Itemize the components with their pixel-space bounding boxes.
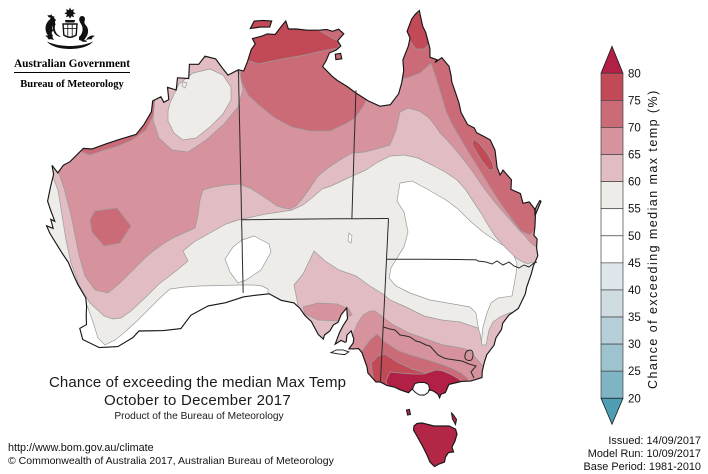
svg-text:45: 45: [628, 258, 641, 270]
svg-text:© Commonwealth of Australia 20: © Commonwealth of Australia 2017, Austra…: [8, 455, 335, 467]
svg-text:60: 60: [628, 177, 641, 189]
svg-text:30: 30: [628, 339, 641, 351]
svg-text:25: 25: [628, 366, 641, 378]
svg-text:Australian Government: Australian Government: [14, 58, 130, 70]
svg-text:http://www.bom.gov.au/climate: http://www.bom.gov.au/climate: [8, 442, 154, 454]
svg-text:80: 80: [628, 68, 641, 80]
svg-text:Model Run: 10/09/2017: Model Run: 10/09/2017: [588, 448, 701, 460]
svg-text:Bureau of Meteorology: Bureau of Meteorology: [20, 79, 124, 90]
svg-text:Product of the Bureau of Meteo: Product of the Bureau of Meteorology: [114, 411, 284, 422]
svg-text:October to December 2017: October to December 2017: [104, 392, 291, 409]
svg-text:35: 35: [628, 312, 641, 324]
svg-text:75: 75: [628, 95, 641, 107]
svg-text:20: 20: [628, 393, 641, 405]
svg-text:70: 70: [628, 123, 641, 135]
svg-text:Chance of exceeding median max: Chance of exceeding median max temp (%): [646, 89, 660, 389]
svg-text:40: 40: [628, 285, 641, 297]
svg-text:Base Period: 1981-2010: Base Period: 1981-2010: [584, 461, 701, 473]
svg-text:55: 55: [628, 204, 641, 216]
svg-text:50: 50: [628, 231, 641, 243]
svg-text:Issued: 14/09/2017: Issued: 14/09/2017: [608, 435, 701, 447]
svg-text:Chance of exceeding the median: Chance of exceeding the median Max Temp: [49, 374, 346, 391]
svg-text:65: 65: [628, 150, 641, 162]
